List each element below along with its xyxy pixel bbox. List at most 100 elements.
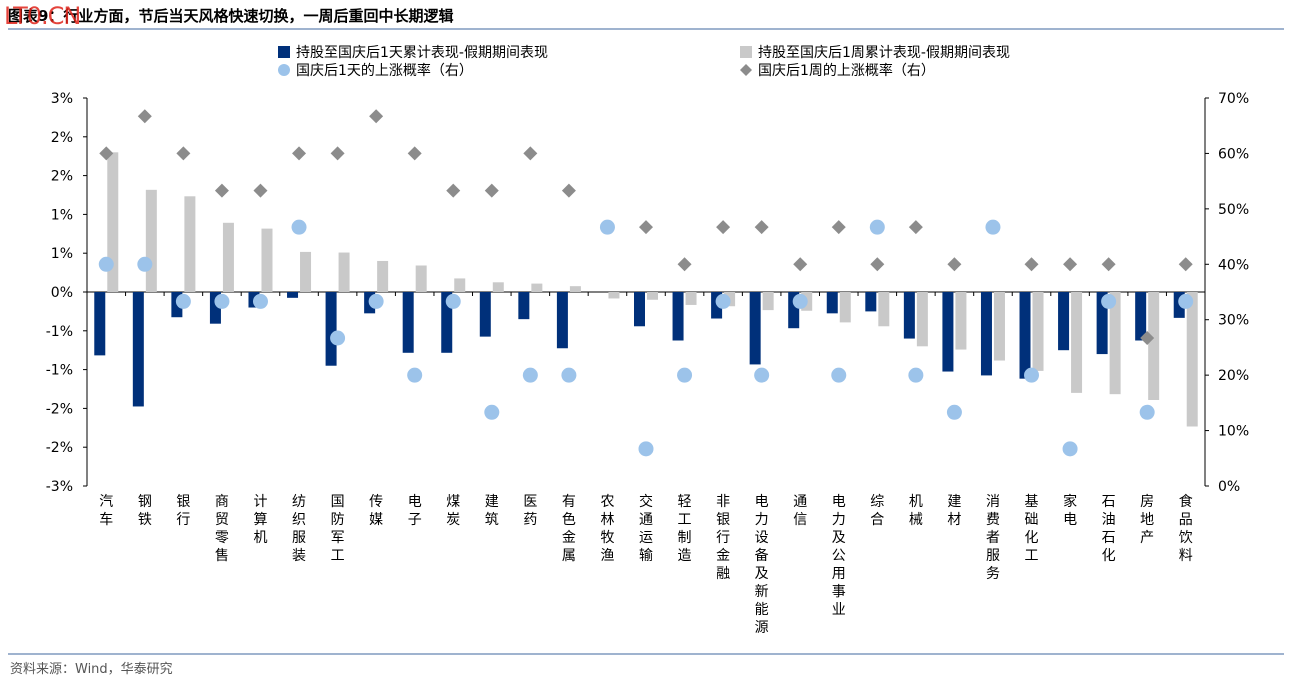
point-series3 (792, 293, 808, 309)
point-series3 (407, 367, 423, 383)
left-tick-label: -2% (46, 440, 73, 456)
bar-series2 (569, 286, 581, 292)
category-label: 农林牧渔 (600, 494, 614, 564)
chart-title: 图表9：行业方面，节后当天风格快速切换，一周后重回中长期逻辑 (8, 7, 454, 25)
right-tick-label: 20% (1218, 368, 1249, 384)
bar-series2 (1032, 292, 1044, 371)
point-series3 (1101, 293, 1117, 309)
bottom-rule (8, 653, 1284, 655)
category-label: 汽车 (99, 494, 113, 528)
left-tick-label: -1% (46, 324, 73, 340)
diamond-series4 (523, 146, 538, 161)
diamond-series4 (446, 183, 461, 198)
point-series3 (1062, 441, 1078, 457)
bar-series2 (261, 228, 273, 292)
point-series3 (1178, 293, 1194, 309)
bar-series2 (878, 292, 890, 327)
category-label: 电力设备及新能源 (755, 494, 769, 636)
right-tick-label: 70% (1218, 91, 1249, 107)
category-label: 计算机 (253, 494, 267, 546)
point-series3 (754, 367, 770, 383)
point-series3 (638, 441, 654, 457)
diamond-series4 (908, 220, 923, 235)
point-series3 (175, 293, 191, 309)
diamond-series4 (1024, 257, 1039, 272)
bar-series2 (993, 292, 1005, 361)
point-series3 (599, 219, 615, 235)
bar-series1 (634, 292, 645, 327)
bar-series2 (338, 252, 350, 292)
legend-swatch (278, 64, 290, 76)
diamond-series4 (330, 146, 345, 161)
legend-label: 国庆后1周的上涨概率（右） (758, 62, 935, 79)
category-label: 钢铁 (138, 494, 152, 528)
category-label: 银行 (176, 494, 190, 528)
diamond-series4 (1178, 257, 1193, 272)
point-series3 (1024, 367, 1040, 383)
top-rule (8, 28, 1284, 30)
bar-series1 (826, 292, 838, 314)
bar-series1 (903, 292, 915, 339)
bar-series1 (749, 292, 761, 365)
bar-series2 (916, 292, 928, 347)
diamond-series4 (716, 220, 731, 235)
diamond-series4 (561, 183, 576, 198)
diamond-series4 (176, 146, 191, 161)
point-series3 (368, 293, 384, 309)
right-tick-label: 30% (1218, 313, 1249, 329)
category-label: 纺织服装 (292, 494, 306, 564)
category-label: 轻工制造 (678, 494, 692, 564)
right-tick-label: 50% (1218, 202, 1249, 218)
left-tick-label: 0% (51, 285, 73, 301)
point-series3 (715, 293, 731, 309)
category-label: 传媒 (369, 494, 383, 528)
right-tick-label: 0% (1218, 479, 1240, 495)
bar-series2 (1148, 292, 1160, 400)
point-series3 (869, 219, 885, 235)
diamond-series4 (1101, 257, 1116, 272)
category-label: 机械 (909, 494, 923, 528)
left-tick-label: -1% (46, 363, 73, 379)
bar-series1 (441, 292, 453, 353)
bar-series2 (1186, 292, 1198, 427)
left-tick-label: 2% (51, 130, 73, 146)
diamond-series4 (484, 183, 499, 198)
category-label: 电力及公用事业 (832, 494, 846, 618)
bar-series2 (300, 251, 312, 292)
chart: 3% 2% 2% 1% 1% 0% -1% -1% -2% -2% -3% 70% 60% 50% 40% 3… (46, 45, 1249, 636)
bar-series1 (479, 292, 491, 337)
category-label: 家电 (1063, 493, 1077, 528)
legend-swatch (740, 46, 752, 58)
category-label: 医药 (523, 494, 537, 528)
diamond-series4 (99, 146, 114, 161)
bar-series1 (209, 292, 221, 324)
bar-series1 (94, 292, 106, 356)
bar-series1 (556, 292, 568, 349)
bar-series1 (1135, 292, 1147, 341)
category-label: 建材 (947, 494, 961, 528)
point-series3 (484, 404, 500, 420)
source-note: 资料来源：Wind，华泰研究 (10, 662, 173, 677)
left-tick-label: -3% (46, 479, 73, 495)
category-label: 通信 (793, 494, 807, 528)
diamond-series4 (831, 220, 846, 235)
bar-series1 (865, 292, 877, 312)
bar-series2 (377, 260, 389, 292)
left-tick-label: 1% (51, 246, 73, 262)
bar-series1 (402, 292, 414, 353)
bar-series2 (145, 189, 157, 292)
point-series3 (677, 367, 693, 383)
diamond-series4 (214, 183, 229, 198)
diamond-series4 (1063, 257, 1078, 272)
bar-series2 (107, 152, 119, 292)
diamond-series4 (754, 220, 769, 235)
bar-series1 (287, 292, 299, 298)
left-tick-label: 3% (51, 91, 73, 107)
diamond-series4 (1140, 331, 1155, 346)
bar-series2 (762, 292, 774, 311)
diamond-series4 (253, 183, 268, 198)
bar-series2 (492, 282, 504, 292)
legend-label: 持股至国庆后1周累计表现-假期期间表现 (758, 45, 1010, 61)
category-label: 商贸零售 (215, 494, 229, 564)
bar-series1 (1058, 292, 1070, 351)
